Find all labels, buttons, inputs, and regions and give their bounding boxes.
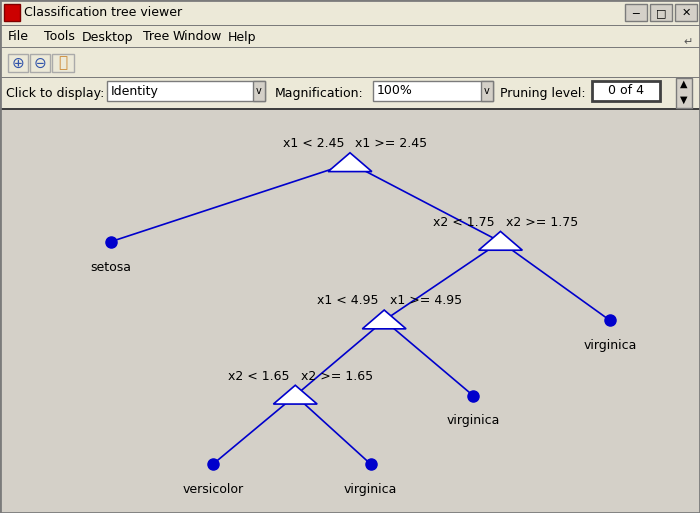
Text: File: File [8, 30, 29, 44]
Text: ▲: ▲ [680, 79, 687, 89]
Text: x2 >= 1.75: x2 >= 1.75 [506, 216, 578, 229]
Text: x1 < 4.95: x1 < 4.95 [317, 294, 379, 307]
Polygon shape [479, 231, 522, 250]
Text: □: □ [656, 8, 666, 18]
Text: x2 >= 1.65: x2 >= 1.65 [301, 369, 373, 383]
Text: x1 < 2.45: x1 < 2.45 [283, 137, 344, 150]
Text: Pruning level:: Pruning level: [500, 87, 586, 100]
Text: setosa: setosa [90, 261, 131, 273]
Text: Magnification:: Magnification: [275, 87, 364, 100]
Text: virginica: virginica [583, 339, 636, 352]
Text: Identity: Identity [111, 85, 159, 97]
Text: x2 < 1.75: x2 < 1.75 [433, 216, 495, 229]
Text: virginica: virginica [447, 415, 500, 427]
Text: v: v [484, 86, 490, 96]
Text: ✋: ✋ [58, 55, 68, 70]
Text: ✕: ✕ [681, 8, 691, 18]
Text: x1 >= 2.45: x1 >= 2.45 [356, 137, 428, 150]
Text: ─: ─ [633, 8, 639, 18]
Text: Desktop: Desktop [82, 30, 134, 44]
Text: ⊕: ⊕ [12, 55, 24, 70]
Text: Window: Window [173, 30, 223, 44]
Polygon shape [363, 310, 406, 329]
Text: Tools: Tools [44, 30, 75, 44]
Text: x2 < 1.65: x2 < 1.65 [228, 369, 290, 383]
Text: 100%: 100% [377, 85, 413, 97]
Text: Click to display:: Click to display: [6, 87, 104, 100]
Text: x1 >= 4.95: x1 >= 4.95 [390, 294, 462, 307]
Text: 0 of 4: 0 of 4 [608, 85, 644, 97]
Text: ▼: ▼ [680, 95, 687, 105]
Text: virginica: virginica [344, 483, 397, 496]
Text: v: v [256, 86, 262, 96]
Text: Tree: Tree [143, 30, 169, 44]
Text: Classification tree viewer: Classification tree viewer [24, 7, 182, 19]
Polygon shape [274, 385, 317, 404]
Text: versicolor: versicolor [183, 483, 244, 496]
Text: ↵: ↵ [683, 37, 693, 47]
Text: ⊖: ⊖ [34, 55, 46, 70]
Text: Help: Help [228, 30, 256, 44]
Polygon shape [328, 153, 372, 171]
